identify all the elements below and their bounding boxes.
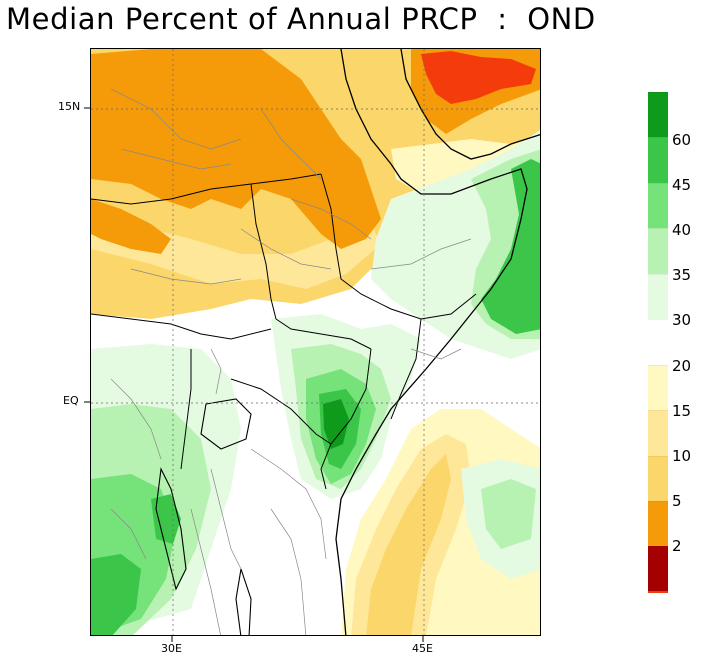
legend-swatch-yellow-pale	[648, 365, 668, 411]
legend-swatch-white	[648, 319, 668, 366]
legend-label-35: 35	[672, 266, 692, 284]
province-borders	[110, 88, 472, 635]
region-orange-northwest	[91, 49, 381, 249]
precipitation-map	[91, 49, 540, 635]
legend-label-60: 60	[672, 131, 692, 149]
region-green-dark-southwest	[91, 554, 141, 635]
legend-label-45: 45	[672, 176, 692, 194]
region-yellow-pale-northeast	[391, 134, 540, 194]
legend-swatch-green-dark	[648, 137, 668, 184]
map-title: Median Percent of Annual PRCP : OND	[6, 2, 596, 36]
lake-malawi	[235, 568, 252, 635]
legend-swatch-yellow	[648, 456, 668, 502]
legend-swatch-dark-red	[648, 546, 668, 591]
region-red-northeast	[421, 51, 536, 104]
lon-label-30e: 30E	[161, 642, 182, 655]
region-orange-west	[91, 199, 171, 254]
coastline	[335, 49, 528, 635]
legend-swatch-green-light	[648, 228, 668, 275]
red-sea-coast	[400, 49, 540, 160]
legend-label-40: 40	[672, 221, 692, 239]
legend-label-5: 5	[672, 492, 682, 510]
region-yellow-southeast	[366, 454, 451, 635]
color-legend	[648, 92, 668, 593]
legend-swatch-green-mid	[648, 183, 668, 229]
legend-swatch-green-pale	[648, 274, 668, 320]
map-panel	[90, 48, 541, 636]
region-green-dark-tanganyika	[151, 494, 181, 544]
region-green-light-offshore	[481, 479, 536, 549]
legend-label-30: 30	[672, 311, 692, 329]
legend-swatch-orange	[648, 501, 668, 548]
legend-label-20: 20	[672, 357, 692, 375]
legend-label-10: 10	[672, 447, 692, 465]
legend-label-2: 2	[672, 537, 682, 555]
legend-swatch-yellow-light	[648, 410, 668, 457]
legend-swatch-green-darkest	[648, 92, 668, 138]
lat-label-eq: EQ	[63, 394, 79, 407]
region-green-darkest-kenya	[323, 399, 349, 449]
graticule	[91, 49, 540, 635]
legend-label-15: 15	[672, 402, 692, 420]
lake-victoria	[200, 398, 252, 450]
lat-label-15n: 15N	[58, 100, 81, 113]
country-borders	[91, 173, 477, 490]
region-green-dark-horn	[481, 159, 540, 334]
lon-label-45e: 45E	[412, 642, 433, 655]
